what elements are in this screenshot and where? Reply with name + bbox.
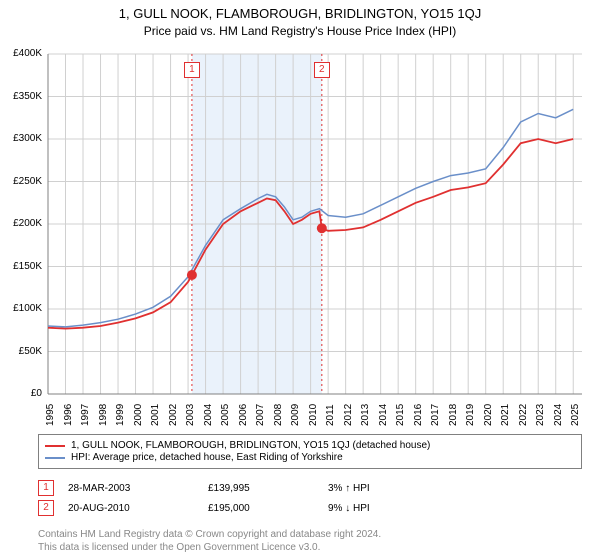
x-tick-label: 1998: [98, 404, 109, 426]
x-tick-label: 2022: [518, 404, 529, 426]
x-tick-label: 2004: [203, 404, 214, 426]
x-tick-label: 2008: [273, 404, 284, 426]
title-text: 1, GULL NOOK, FLAMBOROUGH, BRIDLINGTON, …: [119, 6, 481, 21]
x-tick-label: 2025: [570, 404, 581, 426]
y-tick-label: £200K: [0, 218, 42, 229]
footer-line-1: Contains HM Land Registry data © Crown c…: [38, 528, 381, 541]
sale-price: £139,995: [208, 483, 328, 494]
legend-item: 1, GULL NOOK, FLAMBOROUGH, BRIDLINGTON, …: [45, 440, 575, 451]
x-tick-label: 2021: [500, 404, 511, 426]
x-tick-label: 2003: [185, 404, 196, 426]
x-tick-label: 2014: [378, 404, 389, 426]
chart-container: 1, GULL NOOK, FLAMBOROUGH, BRIDLINGTON, …: [0, 0, 600, 560]
x-tick-label: 1997: [80, 404, 91, 426]
x-tick-label: 2016: [413, 404, 424, 426]
sale-row: 2 20-AUG-2010£195,0009% ↓ HPI: [38, 500, 370, 516]
y-tick-label: £0: [0, 388, 42, 399]
chart-subtitle: Price paid vs. HM Land Registry's House …: [0, 24, 600, 38]
sales-table: 1 28-MAR-2003£139,9953% ↑ HPI 2 20-AUG-2010…: [38, 476, 370, 520]
subtitle-text: Price paid vs. HM Land Registry's House …: [144, 24, 456, 38]
x-tick-label: 2013: [360, 404, 371, 426]
sale-marker-flag: 2: [314, 62, 330, 78]
x-tick-label: 2012: [343, 404, 354, 426]
sale-diff: 9% ↓ HPI: [328, 503, 370, 514]
x-tick-label: 2019: [465, 404, 476, 426]
sale-marker-flag: 1: [184, 62, 200, 78]
x-tick-label: 2017: [430, 404, 441, 426]
y-tick-label: £100K: [0, 303, 42, 314]
x-tick-label: 2006: [238, 404, 249, 426]
line-chart: [48, 54, 582, 394]
legend-swatch: [45, 457, 65, 459]
footer-attribution: Contains HM Land Registry data © Crown c…: [38, 528, 381, 554]
legend-item: HPI: Average price, detached house, East…: [45, 452, 575, 463]
x-tick-label: 1996: [63, 404, 74, 426]
sale-price: £195,000: [208, 503, 328, 514]
y-tick-label: £150K: [0, 261, 42, 272]
sale-marker-box: 1: [38, 480, 54, 496]
sale-date: 20-AUG-2010: [68, 503, 208, 514]
x-tick-label: 1999: [115, 404, 126, 426]
x-tick-label: 2000: [133, 404, 144, 426]
y-tick-label: £50K: [0, 346, 42, 357]
x-tick-label: 2024: [553, 404, 564, 426]
x-tick-label: 2002: [168, 404, 179, 426]
chart-title: 1, GULL NOOK, FLAMBOROUGH, BRIDLINGTON, …: [0, 6, 600, 21]
x-tick-label: 2005: [220, 404, 231, 426]
legend-label: HPI: Average price, detached house, East…: [71, 452, 343, 463]
sale-date: 28-MAR-2003: [68, 483, 208, 494]
x-tick-label: 2009: [290, 404, 301, 426]
legend-label: 1, GULL NOOK, FLAMBOROUGH, BRIDLINGTON, …: [71, 440, 430, 451]
x-tick-label: 2001: [150, 404, 161, 426]
y-tick-label: £400K: [0, 48, 42, 59]
legend-swatch: [45, 445, 65, 447]
legend: 1, GULL NOOK, FLAMBOROUGH, BRIDLINGTON, …: [38, 434, 582, 469]
x-tick-label: 2018: [448, 404, 459, 426]
x-tick-label: 2010: [308, 404, 319, 426]
sale-diff: 3% ↑ HPI: [328, 483, 370, 494]
x-tick-label: 2020: [483, 404, 494, 426]
sale-row: 1 28-MAR-2003£139,9953% ↑ HPI: [38, 480, 370, 496]
y-tick-label: £250K: [0, 176, 42, 187]
y-tick-label: £300K: [0, 133, 42, 144]
x-tick-label: 2023: [535, 404, 546, 426]
x-tick-label: 1995: [45, 404, 56, 426]
x-tick-label: 2011: [325, 404, 336, 426]
sale-marker-box: 2: [38, 500, 54, 516]
x-tick-label: 2007: [255, 404, 266, 426]
y-tick-label: £350K: [0, 91, 42, 102]
footer-line-2: This data is licensed under the Open Gov…: [38, 541, 381, 554]
x-tick-label: 2015: [395, 404, 406, 426]
